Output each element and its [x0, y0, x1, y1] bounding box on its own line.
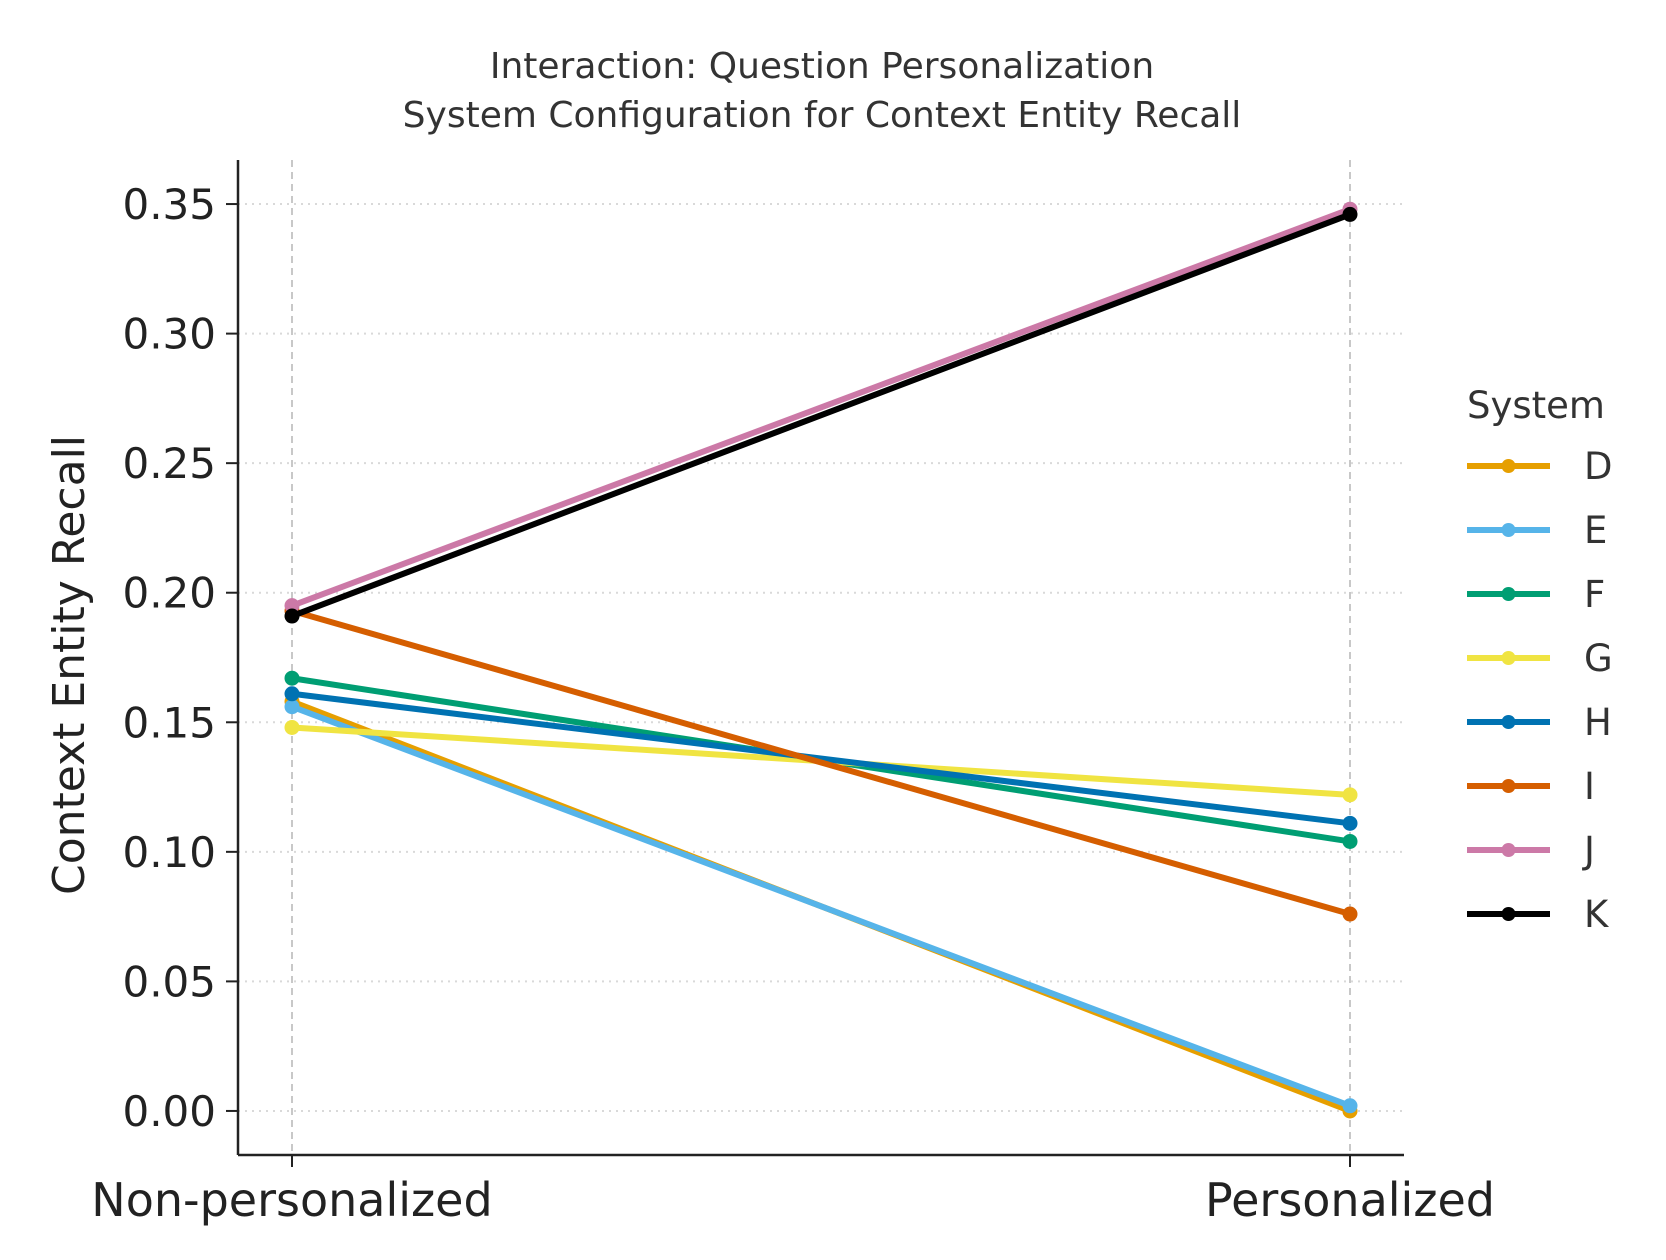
series-layer — [284, 201, 1358, 1119]
legend-label: F — [1584, 573, 1605, 616]
x-tick-label-personalized: Personalized — [1205, 1173, 1495, 1227]
legend-swatch-marker — [1501, 907, 1516, 921]
legend-item-i: I — [1467, 765, 1595, 808]
series-h — [284, 686, 1358, 831]
legend-swatch-marker — [1501, 651, 1516, 665]
data-point-k-personalized — [1342, 206, 1358, 222]
data-point-h-non-personalized — [284, 686, 300, 702]
axes-layer — [236, 160, 1404, 1157]
legend-label: I — [1584, 765, 1595, 808]
legend-label: G — [1584, 637, 1613, 680]
legend-swatch-marker — [1501, 715, 1516, 729]
legend-label: D — [1584, 445, 1613, 488]
data-point-i-personalized — [1342, 906, 1358, 922]
legend-item-h: H — [1467, 701, 1612, 744]
data-point-f-non-personalized — [284, 670, 300, 686]
series-line-k — [289, 211, 1353, 620]
legend-label: H — [1584, 701, 1612, 744]
y-tick-label: 0.15 — [122, 698, 216, 747]
legend-item-k: K — [1467, 893, 1610, 936]
data-point-f-personalized — [1342, 833, 1358, 849]
legend-swatch-marker — [1501, 779, 1516, 793]
y-tick-label: 0.05 — [122, 957, 216, 1006]
series-k — [284, 206, 1358, 624]
legend-label: E — [1584, 509, 1607, 552]
data-point-h-personalized — [1342, 815, 1358, 831]
chart-title-line-1: Interaction: Question Personalization — [490, 46, 1154, 87]
y-tick-label: 0.35 — [122, 180, 216, 229]
legend-swatch-marker — [1501, 459, 1516, 473]
legend-item-e: E — [1467, 509, 1607, 552]
legend-swatch-marker — [1501, 587, 1516, 601]
legend-label: J — [1582, 829, 1595, 872]
data-point-j-non-personalized — [284, 598, 300, 614]
data-point-k-non-personalized — [284, 608, 300, 624]
y-axis-label: Context Entity Recall — [44, 435, 95, 895]
data-point-e-non-personalized — [284, 699, 300, 715]
series-line-i — [289, 607, 1353, 918]
legend-swatch-marker — [1501, 843, 1516, 857]
series-line-h — [289, 690, 1353, 827]
legend-item-j: J — [1467, 829, 1595, 872]
x-tick-label-non-personalized: Non-personalized — [91, 1173, 492, 1227]
chart-title-line-2: System Configuration for Context Entity … — [403, 95, 1242, 136]
data-point-e-personalized — [1342, 1098, 1358, 1114]
series-e — [284, 699, 1358, 1114]
data-point-g-personalized — [1342, 787, 1358, 803]
series-line-j — [289, 206, 1353, 609]
legend-title: System — [1467, 384, 1605, 427]
data-point-g-non-personalized — [284, 719, 300, 735]
ticks-layer: 0.00 0.05 0.10 0.15 0.20 0.25 0.30 0.35 Non-pers… — [91, 180, 1495, 1227]
grid-layer — [238, 160, 1404, 1155]
legend-item-d: D — [1467, 445, 1613, 488]
series-line-e — [289, 703, 1353, 1109]
y-tick-label: 0.30 — [122, 310, 216, 359]
legend-item-f: F — [1467, 573, 1605, 616]
legend-item-g: G — [1467, 637, 1613, 680]
y-tick-label: 0.25 — [122, 439, 216, 488]
y-tick-label: 0.20 — [122, 569, 216, 618]
legend-label: K — [1584, 893, 1610, 936]
y-tick-label: 0.10 — [122, 828, 216, 877]
legend-swatch-marker — [1501, 523, 1516, 537]
y-tick-label: 0.00 — [122, 1087, 216, 1136]
